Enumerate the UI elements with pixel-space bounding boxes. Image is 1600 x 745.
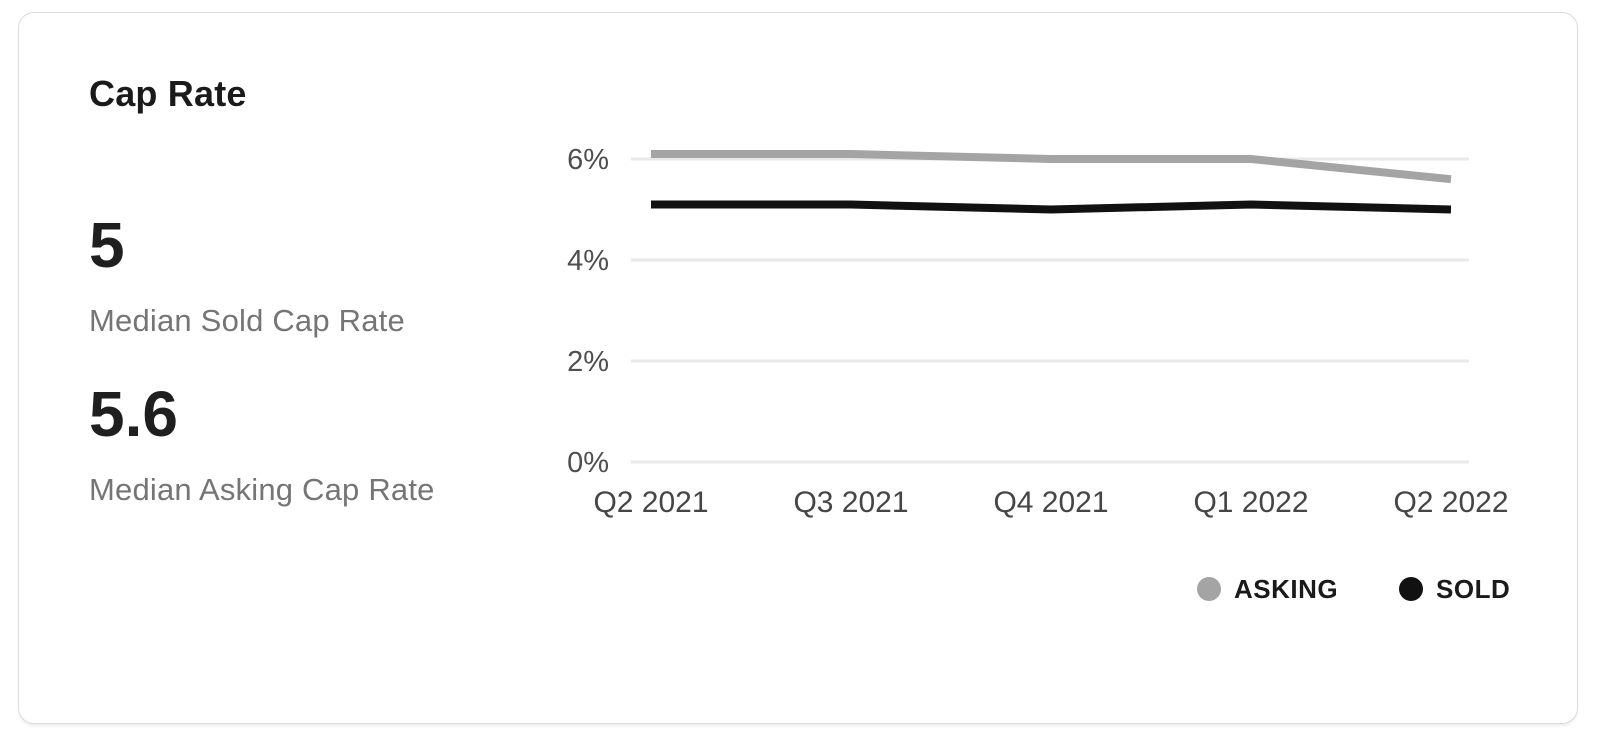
y-tick-label: 2%	[567, 346, 609, 378]
legend-asking-dot[interactable]	[1197, 577, 1221, 601]
stat-median-sold: 5 Median Sold Cap Rate	[89, 213, 405, 339]
y-tick-label: 0%	[567, 447, 609, 479]
legend-sold-label[interactable]: SOLD	[1436, 574, 1510, 604]
x-tick-label: Q1 2022	[1193, 486, 1308, 519]
x-tick-label: Q4 2021	[993, 486, 1108, 519]
cap-rate-card: Cap Rate 5 Median Sold Cap Rate 5.6 Medi…	[18, 12, 1578, 724]
sold-line	[651, 200, 1452, 214]
y-tick-label: 6%	[567, 144, 609, 176]
median-sold-label: Median Sold Cap Rate	[89, 303, 405, 338]
median-sold-value: 5	[89, 209, 125, 281]
y-tick-label: 4%	[567, 245, 609, 277]
card-title: Cap Rate	[89, 73, 247, 114]
median-asking-value: 5.6	[89, 378, 178, 450]
legend-asking-label[interactable]: ASKING	[1234, 574, 1338, 604]
x-tick-label: Q2 2021	[593, 486, 708, 519]
x-tick-label: Q2 2022	[1393, 486, 1508, 519]
median-asking-label: Median Asking Cap Rate	[89, 472, 435, 507]
cap-rate-line-chart: 6% 4% 2% 0% Q2 2021 Q3 2021 Q4 2021 Q1 2022 Q2 2…	[567, 144, 1510, 604]
x-tick-label: Q3 2021	[793, 486, 908, 519]
asking-line	[651, 150, 1452, 184]
legend-sold-dot[interactable]	[1399, 577, 1423, 601]
stat-median-asking: 5.6 Median Asking Cap Rate	[89, 382, 435, 508]
